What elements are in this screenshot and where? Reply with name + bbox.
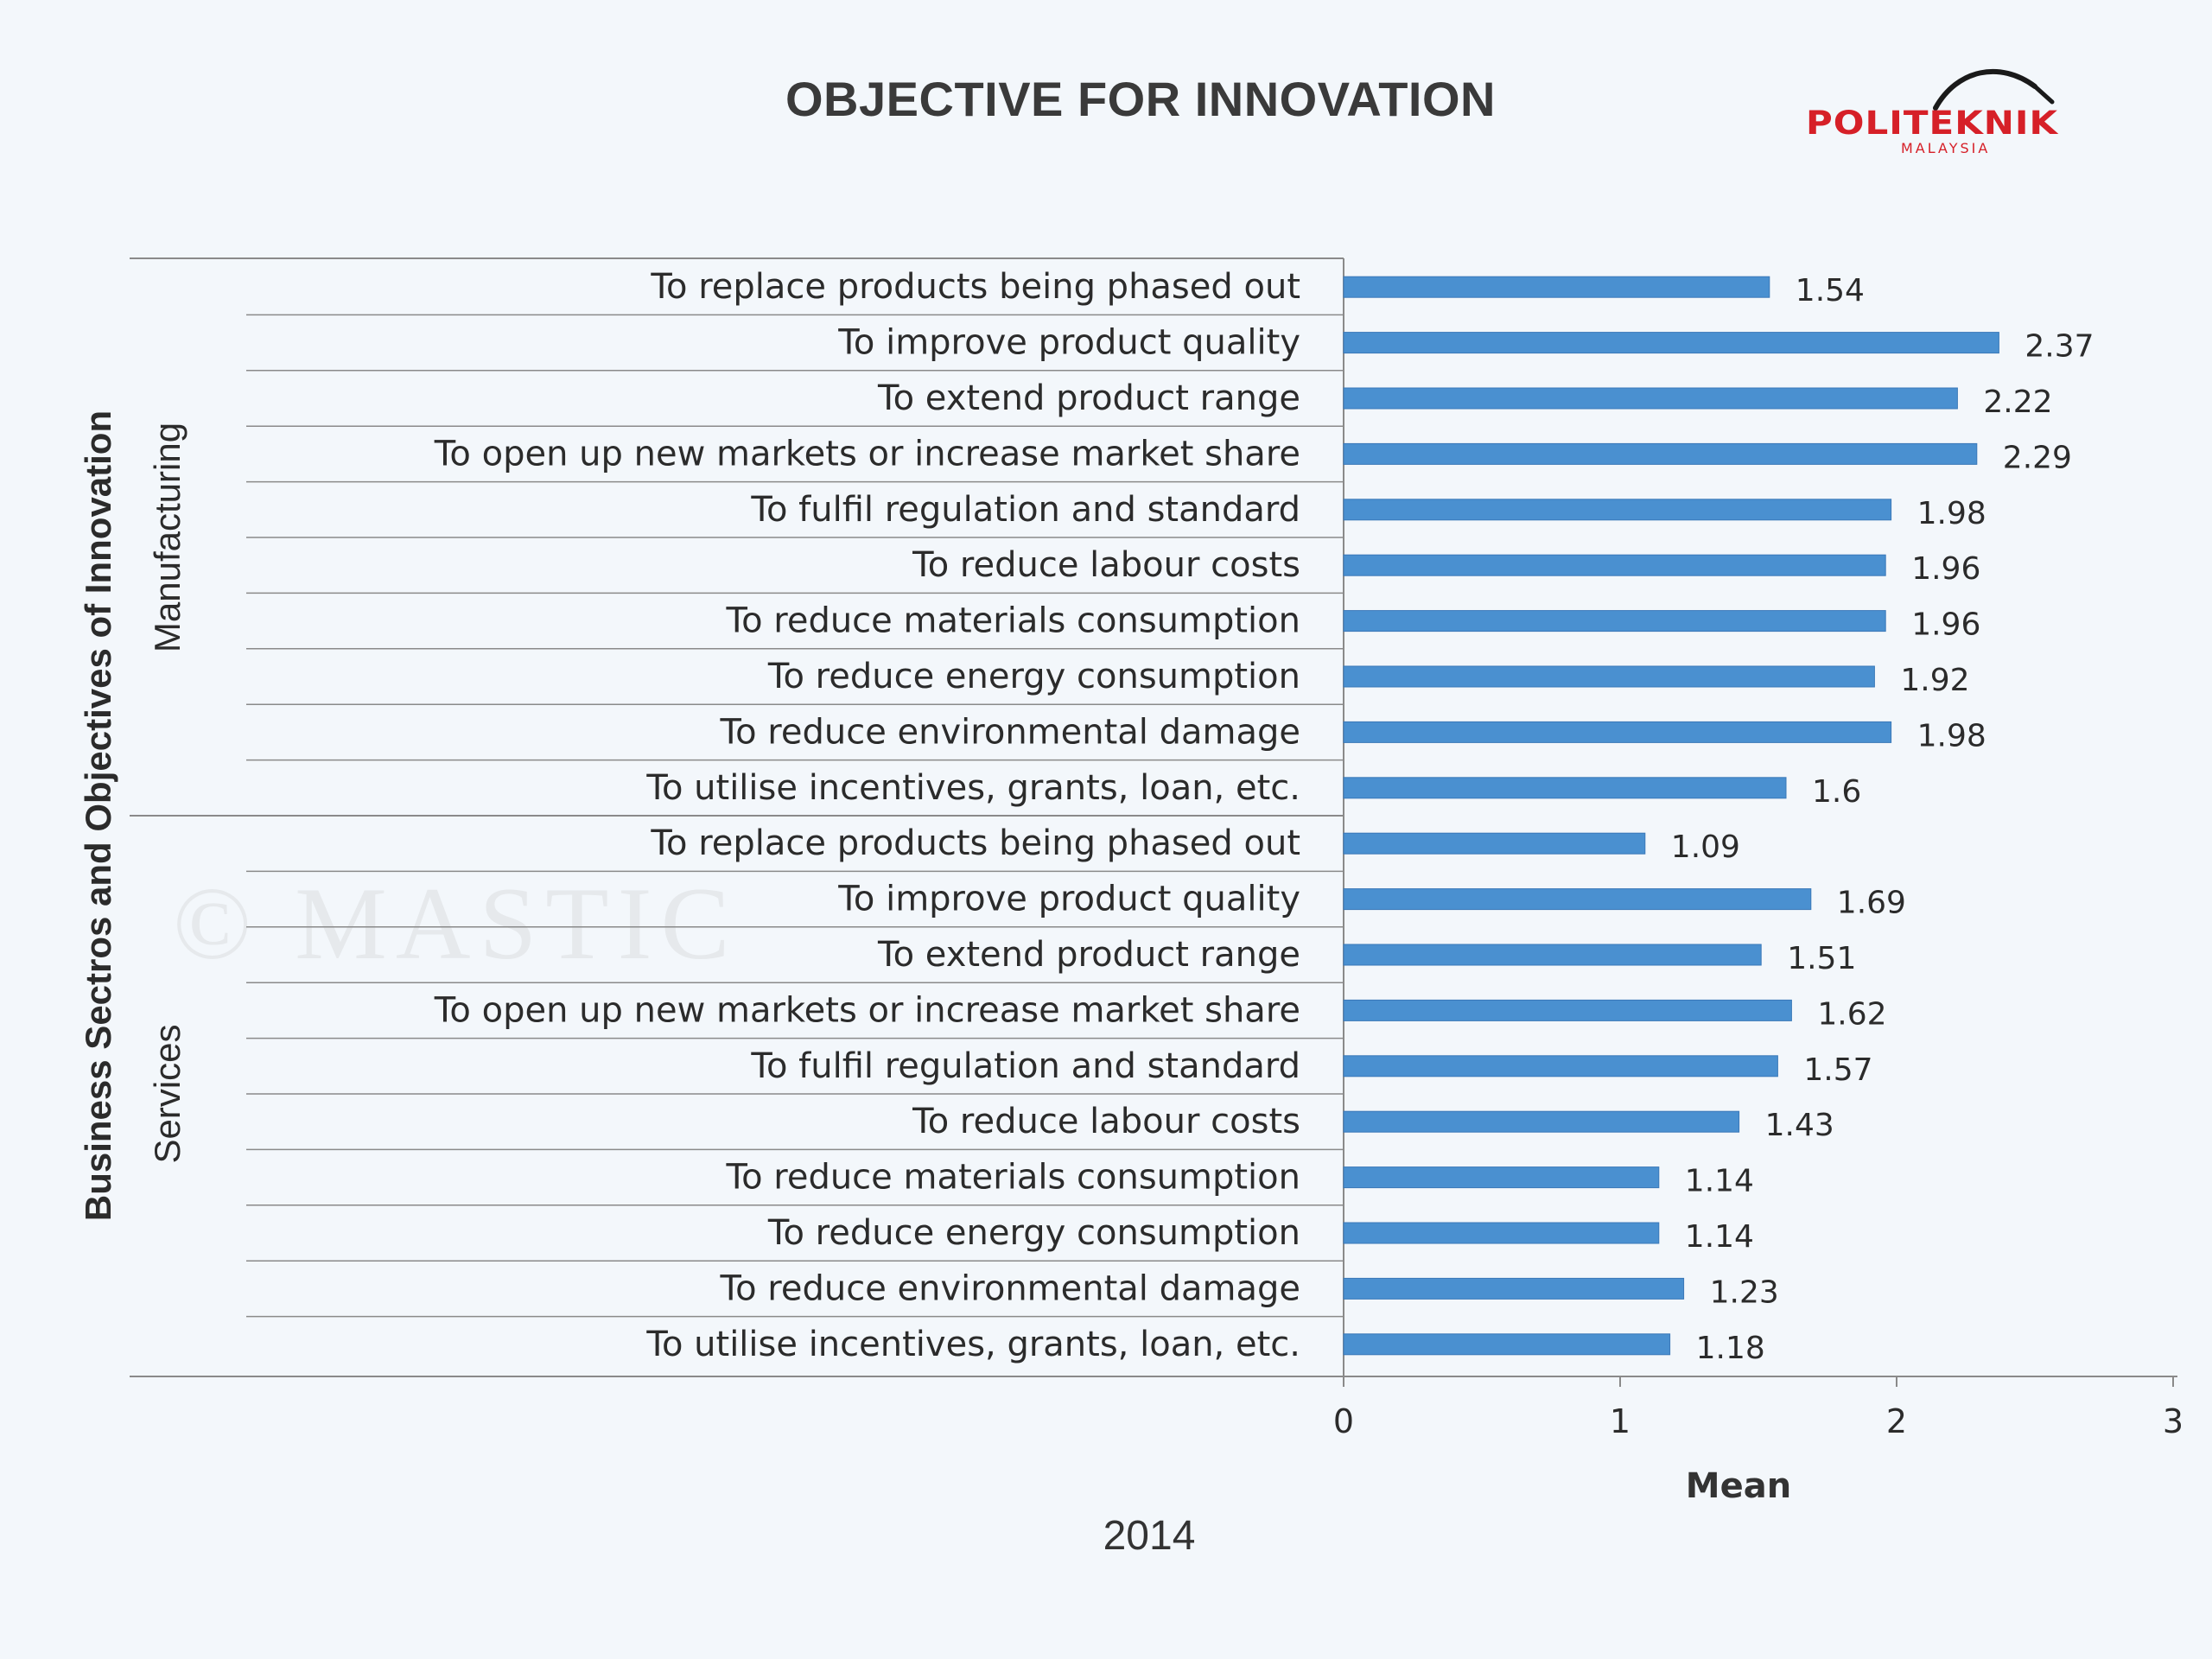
category-label: To fulfil regulation and standard [750,1046,1300,1086]
group-label-services: Services [147,1024,188,1163]
data-label: 1.23 [1710,1274,1779,1310]
category-label: To open up new markets or increase marke… [434,990,1300,1030]
data-label: 2.37 [2024,329,2094,365]
bar [1343,888,1812,911]
bar [1343,1333,1671,1356]
data-label: 1.69 [1837,886,1906,921]
logo-swoosh-icon [1933,68,2055,111]
bar [1343,1222,1660,1244]
data-label: 1.62 [1817,996,1886,1032]
category-label: To reduce energy consumption [767,657,1300,696]
category-label: To extend product range [877,935,1300,975]
data-label: 1.09 [1671,830,1740,865]
data-label: 2.29 [2003,440,2072,475]
category-label: To reduce energy consumption [767,1213,1300,1253]
watermark: © MASTIC [173,866,739,981]
category-label: To improve product quality [837,323,1300,363]
category-label: To reduce environmental damage [719,712,1300,752]
data-label: 1.98 [1917,718,1986,753]
category-label: To utilise incentives, grants, loan, etc… [645,768,1300,808]
data-label: 1.57 [1803,1052,1872,1088]
category-label: To open up new markets or increase marke… [434,434,1300,474]
bar [1343,1166,1660,1189]
group-label-manufacturing: Manufacturing [147,423,188,652]
category-label: To reduce labour costs [912,1102,1300,1141]
data-label: 2.22 [1983,385,2052,420]
bar [1343,610,1886,632]
x-tick-label: 3 [2163,1402,2183,1440]
category-label: To reduce environmental damage [719,1268,1300,1308]
category-label: To improve product quality [837,880,1300,919]
x-tick-label: 1 [1610,1402,1630,1440]
bar [1343,387,1958,410]
category-label: To utilise incentives, grants, loan, etc… [645,1325,1300,1364]
category-label: To extend product range [877,378,1300,418]
bar [1343,944,1762,966]
category-label: To fulfil regulation and standard [750,490,1300,530]
x-tick-label: 0 [1333,1402,1354,1440]
logo-wordmark: POLITEKNIK [1806,104,2059,143]
data-label: 1.96 [1911,551,1980,587]
category-label: To reduce materials consumption [725,1158,1300,1198]
bar [1343,777,1787,799]
bar [1343,665,1875,688]
data-label: 1.14 [1685,1164,1754,1199]
year-label: 2014 [1103,1513,1196,1559]
bar [1343,721,1892,743]
bar [1343,499,1892,521]
chart-title: OBJECTIVE FOR INNOVATION [785,72,1496,126]
x-axis-label: Mean [1686,1466,1791,1506]
category-label: To reduce materials consumption [725,601,1300,641]
bar [1343,276,1770,298]
politeknik-logo: POLITEKNIK MALAYSIA [1806,60,2100,164]
category-label: To replace products being phased out [650,823,1300,863]
bar [1343,832,1646,855]
bar [1343,332,1999,354]
y-axis-label: Business Sectros and Objectives of Innov… [78,410,118,1221]
bar [1343,1110,1740,1133]
data-label: 1.51 [1787,941,1856,976]
data-label: 1.43 [1765,1108,1834,1143]
data-label: 1.92 [1900,663,1969,698]
x-axis-ticks: 0 1 2 3 Mean [1333,1376,2183,1506]
category-label: To reduce labour costs [912,545,1300,585]
bar [1343,999,1792,1021]
logo-subtitle: MALAYSIA [1901,140,1991,156]
bar [1343,1277,1685,1300]
bar [1343,1055,1778,1077]
data-label: 1.18 [1696,1331,1765,1366]
data-label: 1.14 [1685,1219,1754,1255]
data-label: 1.54 [1796,273,1865,308]
data-label: 1.98 [1917,496,1986,531]
data-label: 1.6 [1812,774,1861,810]
bar [1343,554,1886,576]
category-label: To replace products being phased out [650,267,1300,307]
chart-rows: To replace products being phased out 1.54… [434,267,2094,1366]
x-tick-label: 2 [1886,1402,1907,1440]
data-label: 1.96 [1911,607,1980,643]
bar [1343,442,1978,465]
